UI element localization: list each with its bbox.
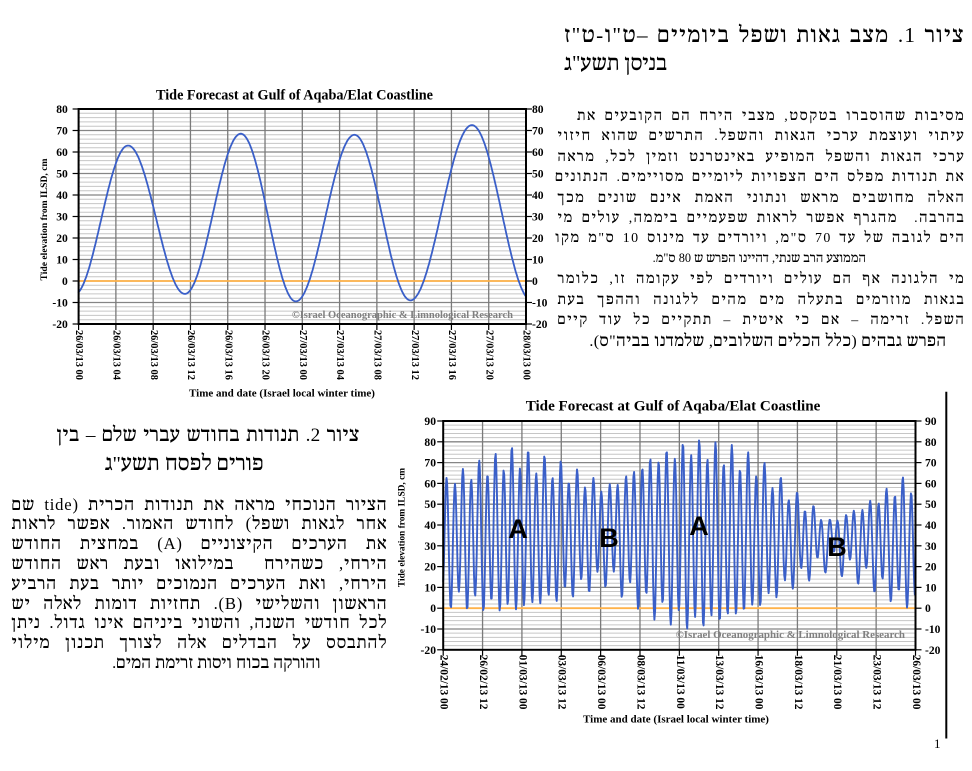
svg-text:26/03/13 00: 26/03/13 00 [910, 655, 922, 710]
svg-text:50: 50 [56, 168, 68, 181]
svg-text:60: 60 [56, 146, 68, 159]
svg-text:90: 90 [424, 415, 436, 428]
svg-text:30: 30 [424, 540, 436, 553]
svg-text:27/03/13 00: 27/03/13 00 [297, 330, 308, 380]
svg-text:06/03/13 00: 06/03/13 00 [595, 655, 607, 710]
svg-text:A: A [689, 511, 709, 541]
svg-text:28/03/13 00: 28/03/13 00 [521, 330, 532, 380]
svg-text:-20: -20 [532, 318, 548, 331]
svg-text:60: 60 [532, 146, 544, 159]
svg-text:10: 10 [532, 254, 544, 267]
svg-text:24/02/13 00: 24/02/13 00 [438, 655, 450, 710]
svg-text:27/03/13 12: 27/03/13 12 [409, 330, 420, 380]
svg-text:70: 70 [56, 125, 68, 138]
svg-text:0: 0 [532, 275, 538, 288]
svg-text:B: B [599, 523, 619, 553]
svg-text:20: 20 [56, 232, 68, 245]
svg-text:03/03/13 12: 03/03/13 12 [556, 655, 568, 710]
svg-text:26/03/13 08: 26/03/13 08 [148, 330, 159, 380]
svg-text:11/03/13 00: 11/03/13 00 [674, 655, 686, 709]
svg-text:10: 10 [424, 581, 436, 594]
svg-text:26/03/13 16: 26/03/13 16 [222, 330, 233, 380]
svg-text:40: 40 [424, 519, 436, 532]
svg-text:40: 40 [925, 519, 937, 532]
svg-text:-10: -10 [925, 623, 941, 636]
svg-text:20: 20 [424, 561, 436, 574]
svg-text:80: 80 [925, 436, 937, 449]
svg-text:70: 70 [532, 125, 544, 138]
svg-text:0: 0 [430, 602, 436, 615]
svg-text:0: 0 [925, 602, 931, 615]
svg-text:27/03/13 08: 27/03/13 08 [371, 330, 382, 380]
svg-text:20: 20 [925, 561, 937, 574]
svg-text:13/03/13 12: 13/03/13 12 [713, 655, 725, 710]
svg-text:Tide elevation from ILSD, cm: Tide elevation from ILSD, cm [398, 468, 408, 587]
svg-text:-20: -20 [52, 318, 68, 331]
svg-text:20: 20 [532, 232, 544, 245]
svg-text:26/03/13 00: 26/03/13 00 [73, 330, 84, 380]
svg-text:10: 10 [56, 254, 68, 267]
svg-text:©Israel Oceanographic & Limnol: ©Israel Oceanographic & Limnological Res… [676, 629, 905, 641]
svg-text:B: B [827, 532, 847, 562]
svg-text:60: 60 [925, 477, 937, 490]
svg-text:80: 80 [424, 436, 436, 449]
svg-text:26/03/13 04: 26/03/13 04 [110, 330, 121, 380]
svg-text:Tide elevation from ILSD, cm: Tide elevation from ILSD, cm [39, 159, 50, 281]
svg-text:A: A [508, 514, 528, 544]
svg-text:Time and date (Israel local wi: Time and date (Israel local winter time) [583, 714, 769, 726]
svg-text:50: 50 [532, 168, 544, 181]
svg-text:40: 40 [56, 189, 68, 202]
svg-text:60: 60 [424, 477, 436, 490]
svg-text:50: 50 [424, 498, 436, 511]
svg-text:27/03/13 04: 27/03/13 04 [334, 330, 345, 380]
svg-text:-20: -20 [421, 644, 437, 657]
svg-text:27/03/13 16: 27/03/13 16 [446, 330, 457, 380]
svg-text:26/02/13 12: 26/02/13 12 [477, 655, 489, 710]
svg-text:-10: -10 [52, 297, 68, 310]
svg-text:26/03/13 20: 26/03/13 20 [260, 330, 271, 380]
svg-text:18/03/13 12: 18/03/13 12 [792, 655, 804, 710]
svg-text:Tide Forecast at Gulf of Aqaba: Tide Forecast at Gulf of Aqaba/Elat Coas… [526, 399, 821, 415]
svg-text:Tide Forecast at Gulf of Aqaba: Tide Forecast at Gulf of Aqaba/Elat Coas… [156, 88, 433, 104]
svg-text:30: 30 [925, 540, 937, 553]
svg-text:30: 30 [56, 211, 68, 224]
svg-text:1: 1 [934, 736, 941, 751]
svg-text:80: 80 [532, 103, 544, 116]
svg-text:16/03/13 00: 16/03/13 00 [752, 655, 764, 710]
svg-text:90: 90 [925, 415, 937, 428]
svg-text:08/03/13 12: 08/03/13 12 [634, 655, 646, 710]
svg-text:26/03/13 12: 26/03/13 12 [185, 330, 196, 380]
svg-text:70: 70 [925, 457, 937, 470]
svg-text:70: 70 [424, 457, 436, 470]
svg-text:23/03/13 12: 23/03/13 12 [871, 655, 883, 710]
svg-text:27/03/13 20: 27/03/13 20 [483, 330, 494, 380]
svg-text:-10: -10 [532, 297, 548, 310]
svg-text:Time and date (Israel local wi: Time and date (Israel local winter time) [189, 388, 375, 400]
svg-text:10: 10 [925, 581, 937, 594]
svg-text:21/03/13 00: 21/03/13 00 [831, 655, 843, 710]
svg-text:-10: -10 [421, 623, 437, 636]
svg-text:40: 40 [532, 189, 544, 202]
svg-text:0: 0 [62, 275, 68, 288]
svg-text:01/03/13 00: 01/03/13 00 [516, 655, 528, 710]
svg-text:-20: -20 [925, 644, 941, 657]
svg-text:50: 50 [925, 498, 937, 511]
svg-text:30: 30 [532, 211, 544, 224]
svg-text:80: 80 [56, 103, 68, 116]
svg-text:©Israel Oceanographic & Limnol: ©Israel Oceanographic & Limnological Res… [292, 310, 513, 321]
